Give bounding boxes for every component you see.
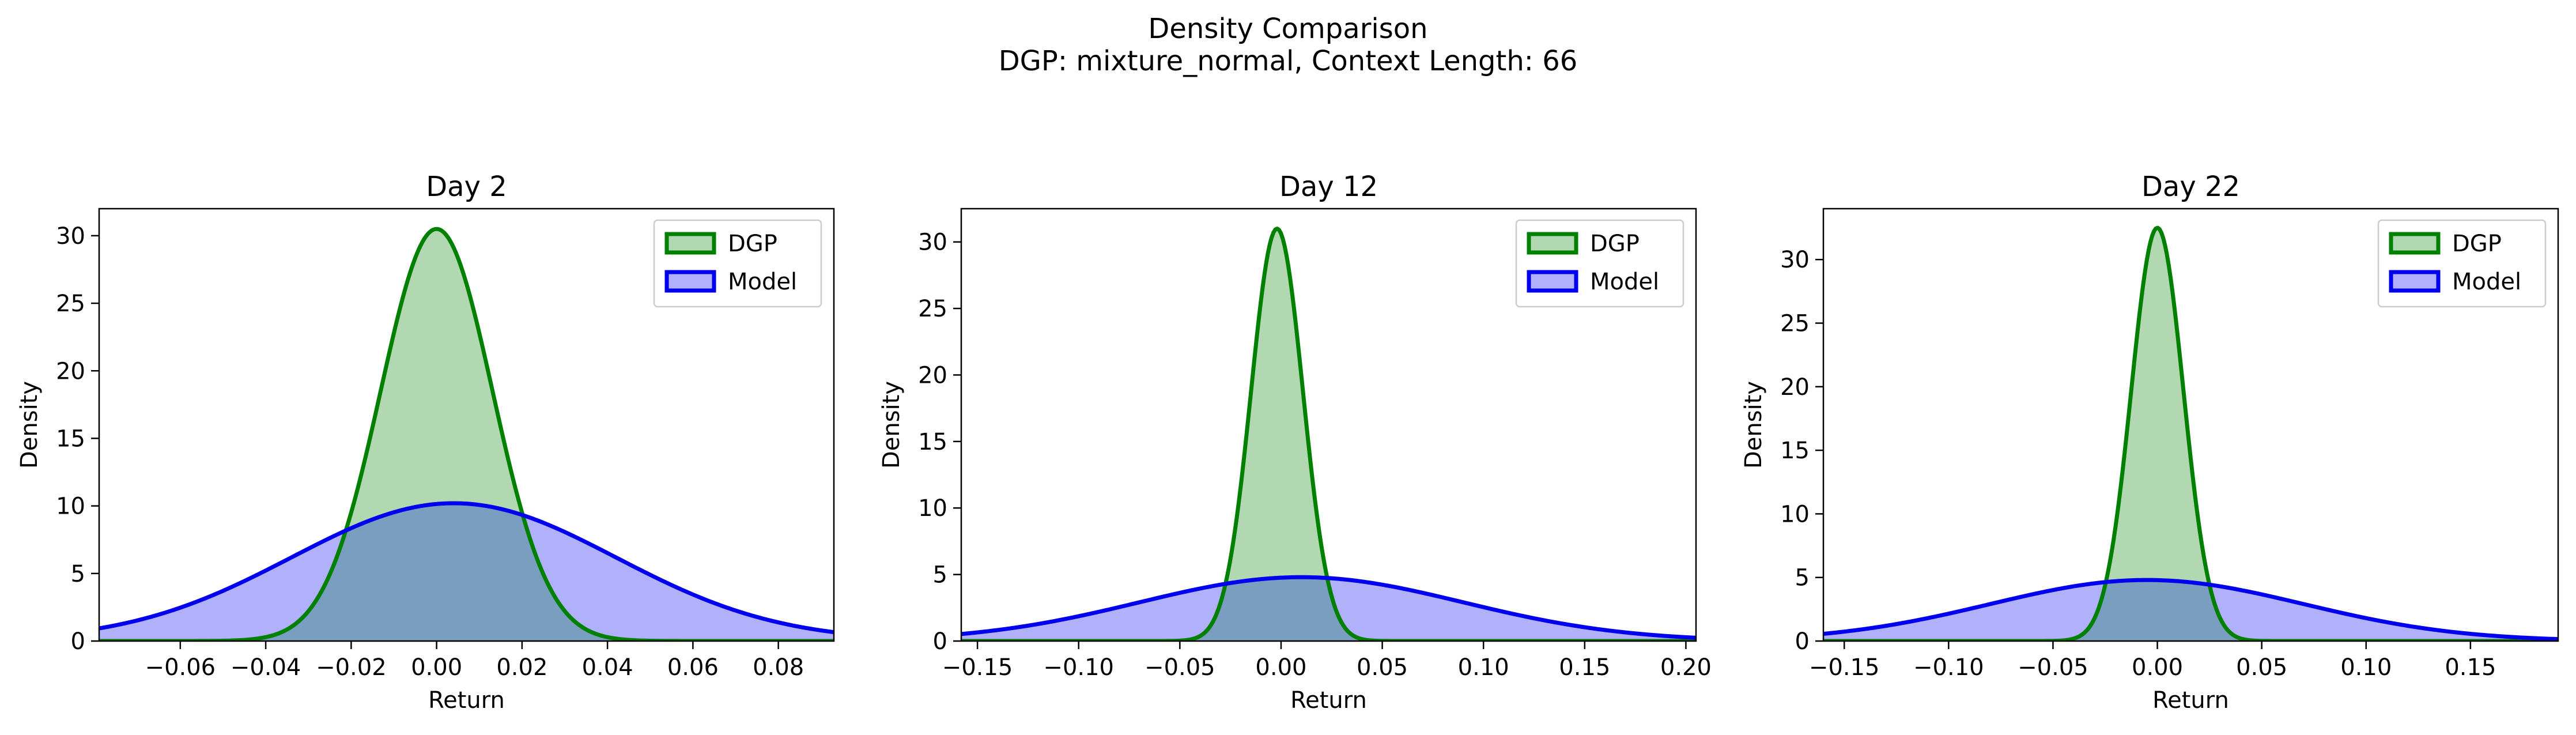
y-tick-label: 20 xyxy=(1780,374,1810,401)
dgp-density-fill xyxy=(1823,228,2558,641)
x-tick-label: −0.04 xyxy=(231,654,301,681)
x-tick-label: 0.05 xyxy=(2236,654,2287,681)
x-tick-label: 0.15 xyxy=(1559,654,1610,681)
legend-dgp-label: DGP xyxy=(728,231,777,257)
x-tick-label: 0.20 xyxy=(1660,654,1712,681)
y-tick-label: 5 xyxy=(1795,565,1810,591)
legend-model-swatch xyxy=(2389,270,2441,293)
chart-panel-1: −0.06 −0.04 −0.02 0.00 0.02 0.04 0.06 0.08 0 5 10 1… xyxy=(16,171,835,714)
x-tick-label: 0.08 xyxy=(753,654,804,681)
panel-title: Day 12 xyxy=(1279,171,1378,203)
x-tick-label: 0.00 xyxy=(2132,654,2183,681)
model-density-line xyxy=(99,501,834,635)
y-axis-label: Density xyxy=(16,381,43,469)
legend-dgp-label: DGP xyxy=(1590,231,1640,257)
x-tick-label: 0.10 xyxy=(2340,654,2392,681)
overlap-density-fill xyxy=(99,503,834,641)
y-tick-label: 0 xyxy=(71,628,85,655)
y-tick-label: 5 xyxy=(933,562,947,589)
legend-dgp-swatch xyxy=(2389,232,2441,255)
y-tick-label: 10 xyxy=(56,493,85,520)
legend-dgp-swatch xyxy=(664,232,716,255)
y-axis-label: Density xyxy=(1740,381,1767,469)
figure-title-line-1: Density Comparison xyxy=(1148,13,1427,45)
legend-model-label: Model xyxy=(1590,269,1659,295)
y-tick-label: 15 xyxy=(918,429,947,455)
axes-frame xyxy=(98,208,835,642)
y-tick-label: 20 xyxy=(918,362,947,389)
x-tick-label: −0.05 xyxy=(1145,654,1215,681)
x-tick-label: 0.15 xyxy=(2445,654,2496,681)
y-tick-label: 5 xyxy=(71,561,85,587)
y-axis-label: Density xyxy=(878,381,905,469)
x-tick-label: 0.10 xyxy=(1458,654,1509,681)
chart-panel-2: −0.15 −0.10 −0.05 0.00 0.05 0.10 0.15 0.20 0 5 10 1… xyxy=(878,171,1712,714)
x-tick-label: 0.02 xyxy=(496,654,547,681)
y-tick-label: 15 xyxy=(1780,438,1810,464)
overlap-density-fill xyxy=(1823,580,2558,641)
x-tick-label: 0.00 xyxy=(1255,654,1306,681)
x-axis-label: Return xyxy=(2152,687,2229,714)
overlap-density-fill xyxy=(961,577,1696,641)
model-density-line xyxy=(961,575,1696,640)
y-tick-label: 10 xyxy=(1780,501,1810,527)
dgp-density-line xyxy=(1823,225,2558,641)
panel-title: Day 2 xyxy=(426,171,507,203)
y-tick-label: 20 xyxy=(56,358,85,385)
plot-area xyxy=(1823,225,2558,641)
x-tick-label: −0.15 xyxy=(942,654,1013,681)
x-tick-label: −0.05 xyxy=(2018,654,2088,681)
chart-panel-3: −0.15 −0.10 −0.05 0.00 0.05 0.10 0.15 0 5 10 15 20 2… xyxy=(1740,171,2559,714)
axes-frame xyxy=(960,208,1697,642)
y-tick-label: 10 xyxy=(918,495,947,522)
x-tick-label: 0.00 xyxy=(411,654,462,681)
model-density-line xyxy=(1823,578,2558,641)
x-axis-label: Return xyxy=(428,687,505,714)
legend-model-label: Model xyxy=(2452,269,2521,295)
plot-area xyxy=(961,227,1696,641)
y-tick-label: 15 xyxy=(56,425,85,452)
panel-title: Day 22 xyxy=(2141,171,2240,203)
x-tick-label: −0.10 xyxy=(1043,654,1114,681)
x-tick-label: −0.15 xyxy=(1809,654,1880,681)
y-tick-label: 30 xyxy=(918,229,947,256)
x-tick-label: 0.06 xyxy=(667,654,719,681)
x-tick-label: 0.05 xyxy=(1357,654,1408,681)
y-tick-label: 0 xyxy=(1795,628,1810,655)
x-tick-label: −0.02 xyxy=(316,654,387,681)
y-tick-label: 25 xyxy=(1780,311,1810,337)
chart-panels: −0.06 −0.04 −0.02 0.00 0.02 0.04 0.06 0.08 0 5 10 1… xyxy=(16,171,2559,714)
x-axis-label: Return xyxy=(1290,687,1367,714)
legend-dgp-swatch xyxy=(1527,232,1578,255)
legend: DGP Model xyxy=(2377,219,2547,308)
x-tick-label: 0.04 xyxy=(582,654,633,681)
legend-model-swatch xyxy=(1527,270,1578,293)
y-tick-label: 25 xyxy=(56,291,85,317)
y-tick-label: 0 xyxy=(933,628,947,655)
figure-title-line-2: DGP: mixture_normal, Context Length: 66 xyxy=(999,45,1578,77)
dgp-density-line xyxy=(961,227,1696,641)
legend: DGP Model xyxy=(1515,219,1684,308)
y-tick-label: 30 xyxy=(1780,247,1810,273)
legend-dgp-label: DGP xyxy=(2452,231,2502,257)
legend: DGP Model xyxy=(653,219,822,308)
x-tick-label: −0.10 xyxy=(1913,654,1984,681)
legend-model-label: Model xyxy=(728,269,797,295)
axes-frame xyxy=(1822,208,2559,642)
x-tick-label: −0.06 xyxy=(145,654,216,681)
y-tick-label: 25 xyxy=(918,296,947,322)
dgp-density-fill xyxy=(99,229,834,641)
legend-model-swatch xyxy=(664,270,716,293)
y-tick-label: 30 xyxy=(56,223,85,250)
